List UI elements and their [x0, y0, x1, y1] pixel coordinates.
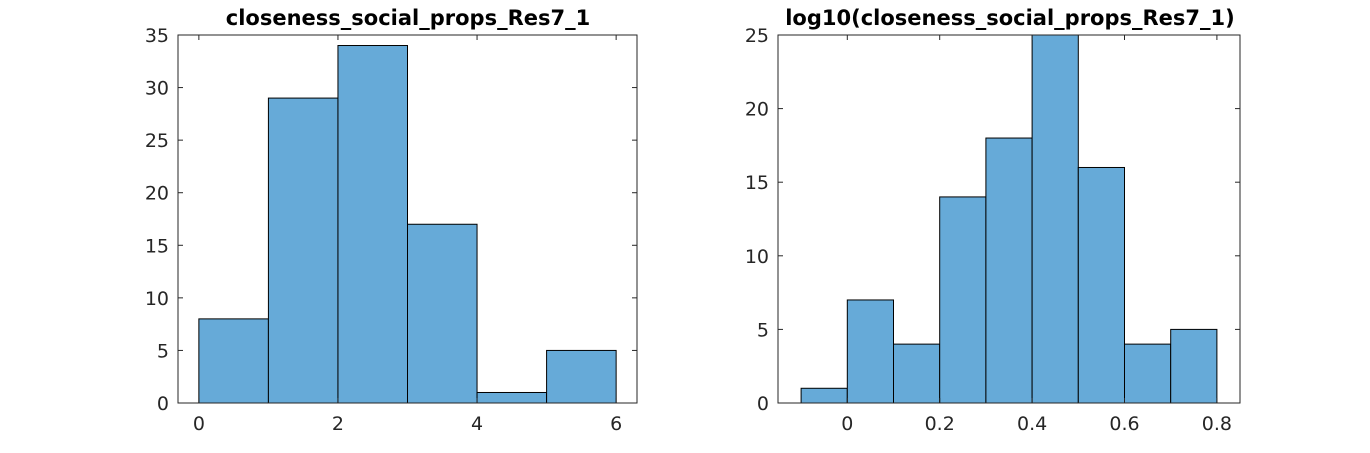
x-tick-label: 2: [332, 413, 344, 435]
x-tick-label: 6: [610, 413, 622, 435]
x-tick-label: 0.8: [1202, 413, 1232, 435]
histogram-bar: [476, 391, 548, 404]
y-tick-label: 20: [145, 183, 169, 205]
histogram-bar: [267, 97, 339, 404]
y-tick-label: 25: [745, 25, 769, 47]
y-tick-label: 20: [745, 99, 769, 121]
histogram-bar: [1031, 34, 1079, 404]
x-tick-label: 4: [471, 413, 483, 435]
y-tick-label: 10: [145, 288, 169, 310]
y-tick-label: 15: [145, 235, 169, 257]
x-tick-label: 0: [841, 413, 853, 435]
histogram-bar: [546, 349, 617, 404]
histogram-panel-left: closeness_social_props_Res7_1 0 2 4 6 0 5 10 15…: [145, 6, 638, 435]
chart-title-right: log10(closeness_social_props_Res7_1): [785, 6, 1235, 30]
y-tick-label: 10: [745, 246, 769, 268]
histogram-bar: [846, 299, 894, 404]
bars-left: [198, 45, 617, 404]
chart-title-left: closeness_social_props_Res7_1: [226, 6, 590, 30]
histogram-bar: [1124, 343, 1172, 404]
x-tick-label: 0.4: [1017, 413, 1047, 435]
y-tick-label: 30: [145, 78, 169, 100]
y-tick-label: 15: [745, 172, 769, 194]
x-tick-label: 0: [193, 413, 205, 435]
histogram-bar: [800, 387, 848, 404]
y-tick-label: 5: [757, 319, 769, 341]
bars-right: [800, 34, 1218, 404]
histogram-bar: [1077, 166, 1126, 404]
ticks-left: 0 2 4 6 0 5 10 15 20 25 30 35: [145, 25, 637, 435]
plot-area-right: [777, 34, 1241, 404]
y-tick-label: 25: [145, 130, 169, 152]
histogram-bar: [198, 318, 269, 404]
histogram-bar: [893, 343, 941, 404]
histogram-bar: [337, 45, 409, 404]
histogram-bar: [1170, 328, 1218, 404]
histogram-panel-right: log10(closeness_social_props_Res7_1) 0 0.…: [745, 6, 1241, 435]
x-tick-label: 0.2: [925, 413, 955, 435]
histogram-bar: [939, 196, 987, 404]
plot-area-left: [177, 34, 638, 404]
ticks-right: 0 0.2 0.4 0.6 0.8 0 5 10 15 20 25: [745, 25, 1240, 435]
y-tick-label: 0: [157, 393, 169, 415]
histogram-bar: [985, 137, 1033, 404]
y-tick-label: 5: [157, 340, 169, 362]
histogram-bar: [407, 223, 478, 404]
x-tick-label: 0.6: [1109, 413, 1139, 435]
y-tick-label: 35: [145, 25, 169, 47]
y-tick-label: 0: [757, 393, 769, 415]
